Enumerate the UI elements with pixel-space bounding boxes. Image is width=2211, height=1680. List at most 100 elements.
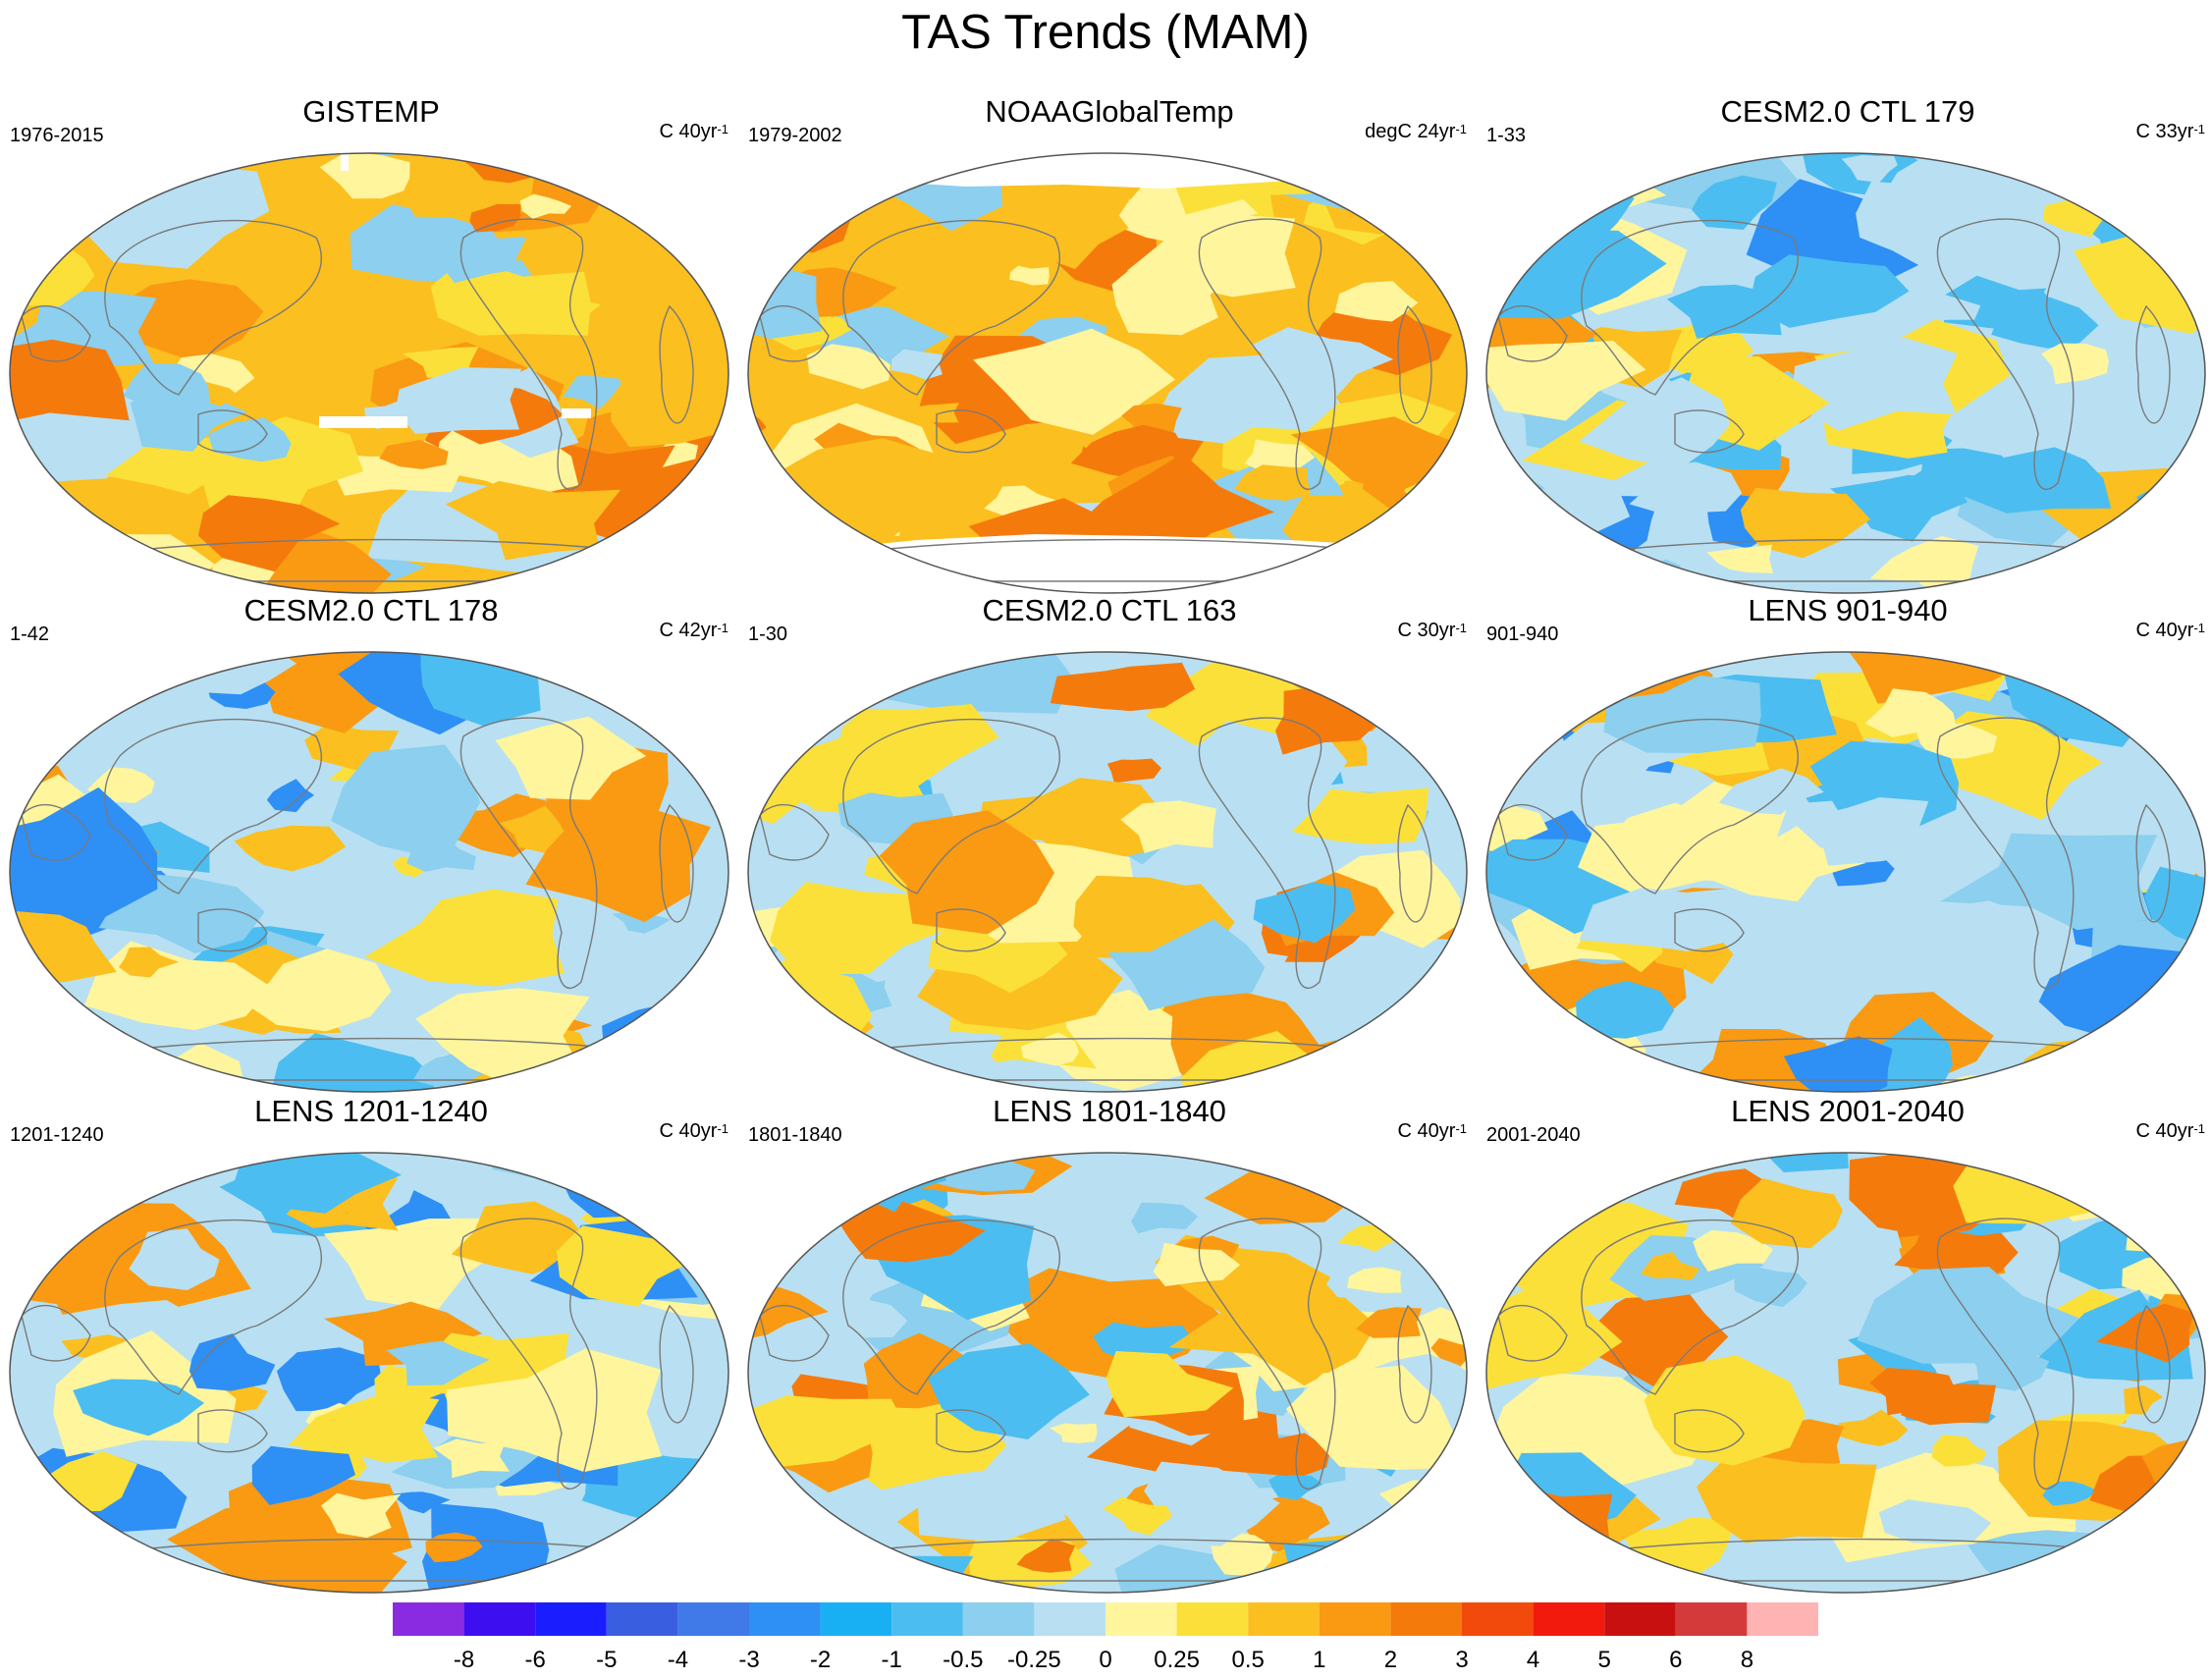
- colorbar-tick-label: 0.5: [1232, 1647, 1265, 1673]
- coastline: [1674, 409, 1745, 454]
- panel-title: LENS 2001-2040: [1731, 1094, 1965, 1128]
- coastline: [1198, 717, 1336, 989]
- panel-period-label: 1979-2002: [748, 125, 842, 146]
- trend-field-patch: [10, 786, 158, 921]
- trend-field-patch: [129, 153, 181, 186]
- trend-field-patch: [1829, 474, 1968, 542]
- coastline: [936, 409, 1006, 454]
- trend-field-patch: [1234, 464, 1311, 501]
- trend-field-patch: [167, 1500, 407, 1593]
- trend-field-patch: [818, 652, 920, 694]
- trend-field-patch: [2095, 1303, 2195, 1363]
- trend-field-patch: [1734, 1267, 1807, 1308]
- trend-field-patch: [393, 221, 452, 245]
- panel-title: LENS 901-940: [1748, 593, 1948, 627]
- trend-field-patch: [1878, 1499, 1992, 1544]
- trend-field-patch: [1693, 1229, 1774, 1272]
- trend-field-patch: [406, 837, 476, 872]
- coastline: [2135, 803, 2171, 923]
- coastline: [659, 803, 694, 923]
- colorbar-box: [1533, 1602, 1605, 1636]
- trend-field-patch: [1369, 153, 1467, 224]
- trend-field-patch: [563, 375, 624, 409]
- colorbar-tick-label: -0.25: [1007, 1647, 1061, 1673]
- panel-title: CESM2.0 CTL 178: [243, 593, 499, 627]
- colorbar-tick-label: -5: [596, 1647, 617, 1673]
- trend-field-patch: [1251, 327, 1394, 398]
- coastline: [459, 1218, 598, 1490]
- trend-field-patch: [1637, 559, 1682, 587]
- trend-field-patch: [1603, 675, 1761, 753]
- trend-field-patch: [968, 288, 1032, 324]
- coastline: [1674, 1409, 1745, 1453]
- trend-field-patch: [10, 339, 130, 426]
- trend-field-patch: [1914, 723, 1998, 759]
- map-outline: [9, 651, 729, 1093]
- colorbar-tick-label: 6: [1669, 1647, 1682, 1673]
- map-outline: [747, 651, 1468, 1093]
- panel-title: CESM2.0 CTL 163: [982, 593, 1237, 627]
- trend-field-patch: [1991, 297, 2099, 349]
- trend-field-patch: [1373, 1153, 1450, 1186]
- trend-field-patch: [1486, 1285, 1623, 1399]
- coastline: [1397, 304, 1432, 424]
- trend-field-patch: [1020, 1032, 1080, 1066]
- global-map: [1485, 651, 2206, 1093]
- coastline: [842, 1219, 1060, 1395]
- trend-field-patch: [1050, 662, 1196, 712]
- trend-field-patch: [1144, 1461, 1280, 1546]
- trend-field-patch: [2135, 489, 2201, 516]
- coastline: [459, 218, 598, 490]
- coastline: [197, 409, 268, 454]
- map-panel: CESM2.0 CTL 178 1-42 C 42yr-1: [2, 593, 740, 1093]
- panel-units-label: C 40yr-1: [659, 121, 728, 142]
- trend-field-patch: [808, 652, 890, 695]
- colorbar-box: [1675, 1602, 1748, 1636]
- trend-field-patch: [748, 1283, 829, 1343]
- trend-field-patch: [288, 1392, 440, 1463]
- trend-field-patch: [869, 1419, 1067, 1543]
- trend-field-patch: [73, 1552, 169, 1593]
- missing-data-area: [819, 534, 1408, 593]
- trend-field-patch: [1050, 1423, 1098, 1444]
- missing-data-area: [319, 416, 407, 428]
- trend-field-patch: [644, 1155, 728, 1230]
- trend-field-patch: [386, 1340, 490, 1386]
- colorbar-tick-label: 2: [1384, 1647, 1397, 1673]
- trend-field-patch: [1953, 1153, 2103, 1224]
- trend-field-patch: [1106, 1351, 1234, 1418]
- trend-field-patch: [748, 264, 823, 340]
- trend-field-patch: [519, 193, 572, 219]
- coastline: [197, 908, 268, 952]
- trend-field-patch: [10, 1235, 43, 1271]
- global-map: [747, 152, 1468, 594]
- trend-field-patch: [263, 652, 412, 733]
- coastline: [1581, 219, 1799, 396]
- map-panel: CESM2.0 CTL 179 1-33 C 33yr-1: [1479, 94, 2211, 594]
- coastline: [842, 718, 1060, 894]
- trend-field-patch: [1253, 882, 1356, 944]
- trend-field-patch: [1864, 688, 1957, 737]
- trend-field-patch: [1968, 1334, 2050, 1391]
- trend-field-patch: [1291, 787, 1429, 844]
- coastline: [2135, 304, 2171, 424]
- coastline: [1581, 718, 1799, 894]
- trend-field-patch: [2167, 652, 2205, 693]
- trend-field-patch: [320, 1492, 402, 1539]
- trend-field-patch: [525, 806, 711, 923]
- panel-period-label: 1801-1840: [748, 1124, 842, 1146]
- coastline: [1497, 804, 1568, 861]
- panel-title: LENS 1201-1240: [254, 1094, 488, 1128]
- trend-field-patch: [1486, 153, 1583, 233]
- trend-field-patch: [1111, 264, 1229, 336]
- trend-field-patch: [2041, 343, 2109, 385]
- map-outline: [1485, 152, 2206, 594]
- trend-field-patch: [610, 372, 728, 448]
- coastline: [759, 1305, 830, 1362]
- coastline: [659, 304, 694, 424]
- colorbar-tick-label: -0.5: [943, 1647, 983, 1673]
- trend-field-patch: [1841, 154, 1898, 183]
- panel-units-label: C 30yr-1: [1397, 620, 1467, 641]
- trend-field-patch: [207, 417, 292, 462]
- trend-field-patch: [323, 1218, 501, 1311]
